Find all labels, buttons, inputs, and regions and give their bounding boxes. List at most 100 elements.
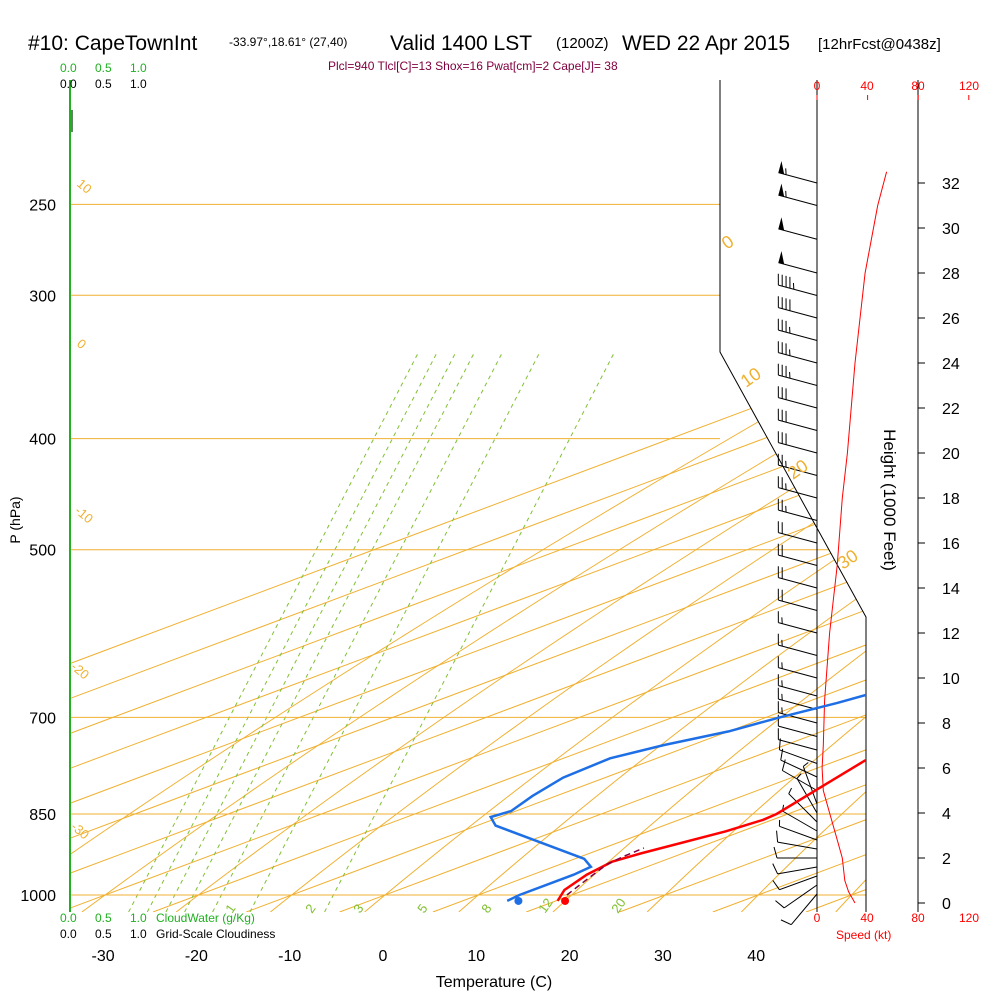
wind-barb-half-feather [803,762,809,767]
height-tick-label: 22 [942,401,960,418]
wind-barb-feather [772,863,779,875]
station-title: #10: CapeTownInt [28,32,197,55]
wind-barb-flag [778,183,785,197]
isotherm-line [70,80,866,912]
pressure-tick-label: 700 [29,710,56,727]
speed-tick-top-1: 40 [860,79,874,93]
wind-barb-staff [778,487,818,499]
dry-adiabat-line [81,80,866,912]
wind-barb-staff [779,875,818,891]
pressure-tick-label: 500 [29,543,56,560]
temperature-tick-label: -10 [278,948,301,965]
wind-barb-feather [780,919,792,926]
temperature-tick-label: -30 [92,948,115,965]
wind-barb-half-feather [788,787,792,794]
speed-tick-bottom-2: 80 [911,911,925,925]
wind-barb [773,846,817,859]
height-tick-label: 2 [942,851,951,868]
cloudiness-tick-top-0: 0.0 [60,77,77,91]
pressure-tick-label: 300 [29,288,56,305]
forecast-info: [12hrFcst@0438z] [818,36,941,53]
wind-barb-staff [778,464,818,476]
pressure-ticks: 250 300 400 500 700 850 1000 [20,197,56,905]
isotherm-line [70,80,866,912]
cloudiness-tick-top-1: 0.5 [95,77,112,91]
wind-barbs [772,161,818,926]
wind-barb-staff [778,442,818,454]
wind-barb-staff [778,644,818,656]
wind-barb [788,787,818,823]
wind-barb-staff [782,770,818,791]
height-tick-label: 12 [942,626,960,643]
wind-barb-staff [778,622,818,634]
dry-adiabat-label: 10 [74,176,95,197]
parcel-path [566,847,645,896]
wind-barb-staff [777,841,818,850]
height-tick-label: 6 [942,761,951,778]
sounding-indices: Plcl=940 Tlcl[C]=13 Shox=16 Pwat[cm]=2 C… [328,59,618,73]
cloud-water-tick-top-1: 0.5 [95,61,112,75]
plot-boundary [719,80,867,912]
cloudiness-tick-bottom-1: 0.5 [95,927,112,941]
isotherm-line [432,80,866,912]
dry-adiabat-line [646,80,866,912]
cloud-water-label: CloudWater (g/Kg) [156,911,255,925]
wind-barb-staff [778,307,818,319]
dry-adiabat-label: 0 [74,336,89,352]
wind-barb-staff [783,884,818,909]
wind-barb [777,498,818,521]
mixing-ratio-label: 2 [302,901,318,916]
dry-adiabat-label: 20 [784,455,812,483]
dry-adiabat-line [364,80,866,912]
dry-adiabat-line [552,80,866,912]
temperature-tick-label: 30 [654,948,672,965]
wind-barb-staff [778,262,818,274]
dry-adiabat-label: -20 [68,659,92,683]
mixing-ratio-line [249,351,541,912]
cloudiness-tick-bottom-2: 1.0 [130,927,147,941]
wind-barb-staff [778,532,818,544]
wind-barb-staff [778,352,818,364]
wind-barb [777,656,818,679]
height-tick-label: 30 [942,221,960,238]
mixing-ratio-label: 20 [608,895,629,915]
isotherm-line [70,80,866,912]
station-coords: -33.97°,18.61° (27,40) [229,35,347,49]
isotherm-line [70,80,866,912]
y-axis-label: P (hPa) [7,496,23,543]
valid-date: WED 22 Apr 2015 [622,32,790,55]
dry-adiabat-label: 0 [718,231,738,253]
wind-barb [778,161,818,184]
height-tick-label: 26 [942,311,960,328]
height-tick-label: 16 [942,536,960,553]
wind-barb [776,830,818,850]
wind-barb-staff [777,866,818,875]
temperature-tick-label: 10 [467,948,485,965]
cloudiness-tick-top-2: 1.0 [130,77,147,91]
x-axis-label: Temperature (C) [436,974,552,991]
isotherm-line [70,80,866,912]
wind-barb [777,476,818,499]
wind-barb-staff [778,172,818,184]
mixing-ratio-label: 12 [535,895,556,915]
wind-barb [777,687,818,710]
speed-tick-top-2: 80 [911,79,925,93]
height-axis-label: Height (1000 Feet) [880,429,899,571]
speed-ticks [816,95,970,100]
valid-time: Valid 1400 LST [390,32,532,55]
wind-barb-staff [778,419,818,431]
isobar-grid [70,203,866,896]
height-tick-label: 0 [942,896,951,913]
wind-barb [777,588,818,611]
isotherm-line [339,80,866,912]
pressure-tick-label: 1000 [20,888,56,905]
wind-barb-staff [778,509,818,521]
isotherm-line [70,80,866,912]
dry-adiabat-line [930,80,1000,912]
isotherm-line [70,80,866,912]
surface-temperature-dot [561,896,570,905]
pressure-tick-label: 250 [29,197,56,214]
temperature-tick-label: 40 [747,948,765,965]
mixing-ratio-line [128,351,420,912]
wind-barb [777,386,818,409]
